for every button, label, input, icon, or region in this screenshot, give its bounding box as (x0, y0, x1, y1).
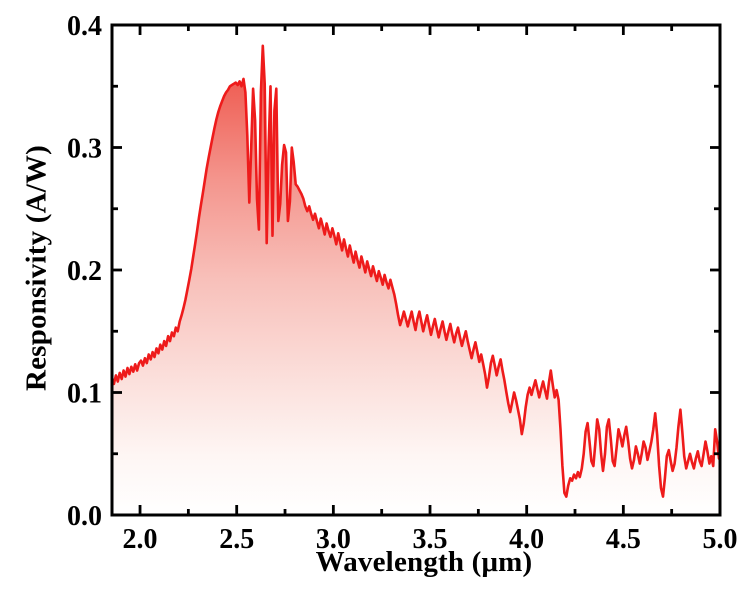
y-tick-label: 0.1 (67, 379, 102, 410)
x-tick-label: 2.5 (219, 524, 254, 555)
x-tick-label: 3.5 (413, 524, 448, 555)
x-tick-label: 3.0 (316, 524, 351, 555)
responsivity-curve (110, 44, 721, 498)
x-axis-title: Wavelength (μm) (315, 546, 533, 578)
y-axis-title: Responsivity (A/W) (20, 144, 53, 392)
x-tick-label: 2.0 (123, 524, 158, 555)
x-tick-label: 5.0 (703, 524, 738, 555)
x-tick-label: 4.0 (509, 524, 544, 555)
y-tick-label: 0.4 (67, 11, 102, 42)
plot-frame (110, 23, 722, 517)
x-tick-label: 4.5 (606, 524, 641, 555)
y-tick-label: 0.0 (67, 501, 102, 532)
y-tick-label: 0.2 (67, 256, 102, 287)
curve-gradient-fill (112, 45, 720, 516)
y-tick-label: 0.3 (67, 134, 102, 165)
